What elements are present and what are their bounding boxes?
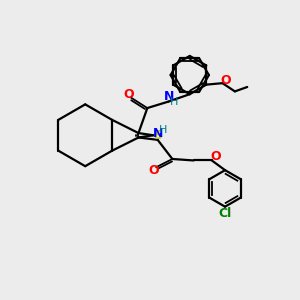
Text: H: H [170,97,178,106]
Text: N: N [153,128,164,140]
Text: O: O [148,164,158,177]
Text: Cl: Cl [218,207,232,220]
Text: S: S [153,129,162,142]
Text: O: O [221,74,231,87]
Text: O: O [124,88,134,101]
Text: N: N [164,90,174,103]
Text: O: O [210,150,221,164]
Text: H: H [159,125,167,135]
